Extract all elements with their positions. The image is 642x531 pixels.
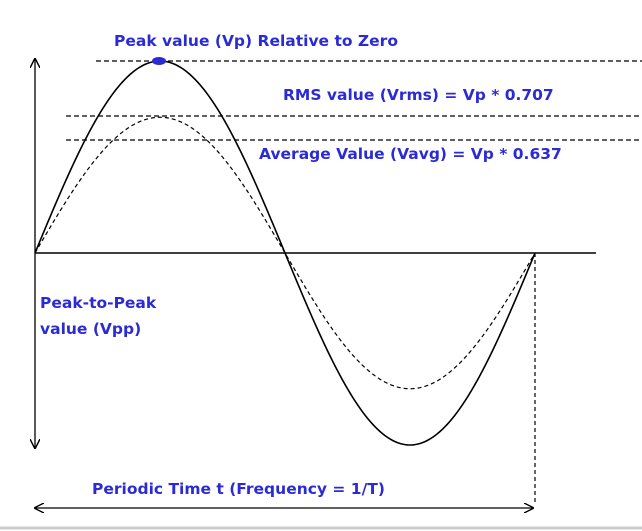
periodic-time-label: Periodic Time t (Frequency = 1/T) xyxy=(92,480,385,498)
rms-sine-wave xyxy=(34,116,536,390)
peak-to-peak-label-line2: value (Vpp) xyxy=(40,320,142,338)
peak-to-peak-label: Peak-to-Peak value (Vpp) xyxy=(40,290,156,342)
sine-wave xyxy=(34,60,536,446)
average-value-label: Average Value (Vavg) = Vp * 0.637 xyxy=(259,145,562,163)
rms-value-label: RMS value (Vrms) = Vp * 0.707 xyxy=(283,86,554,104)
peak-value-label: Peak value (Vp) Relative to Zero xyxy=(114,32,398,50)
peak-to-peak-label-line1: Peak-to-Peak xyxy=(40,294,157,312)
peak-marker xyxy=(152,57,166,65)
